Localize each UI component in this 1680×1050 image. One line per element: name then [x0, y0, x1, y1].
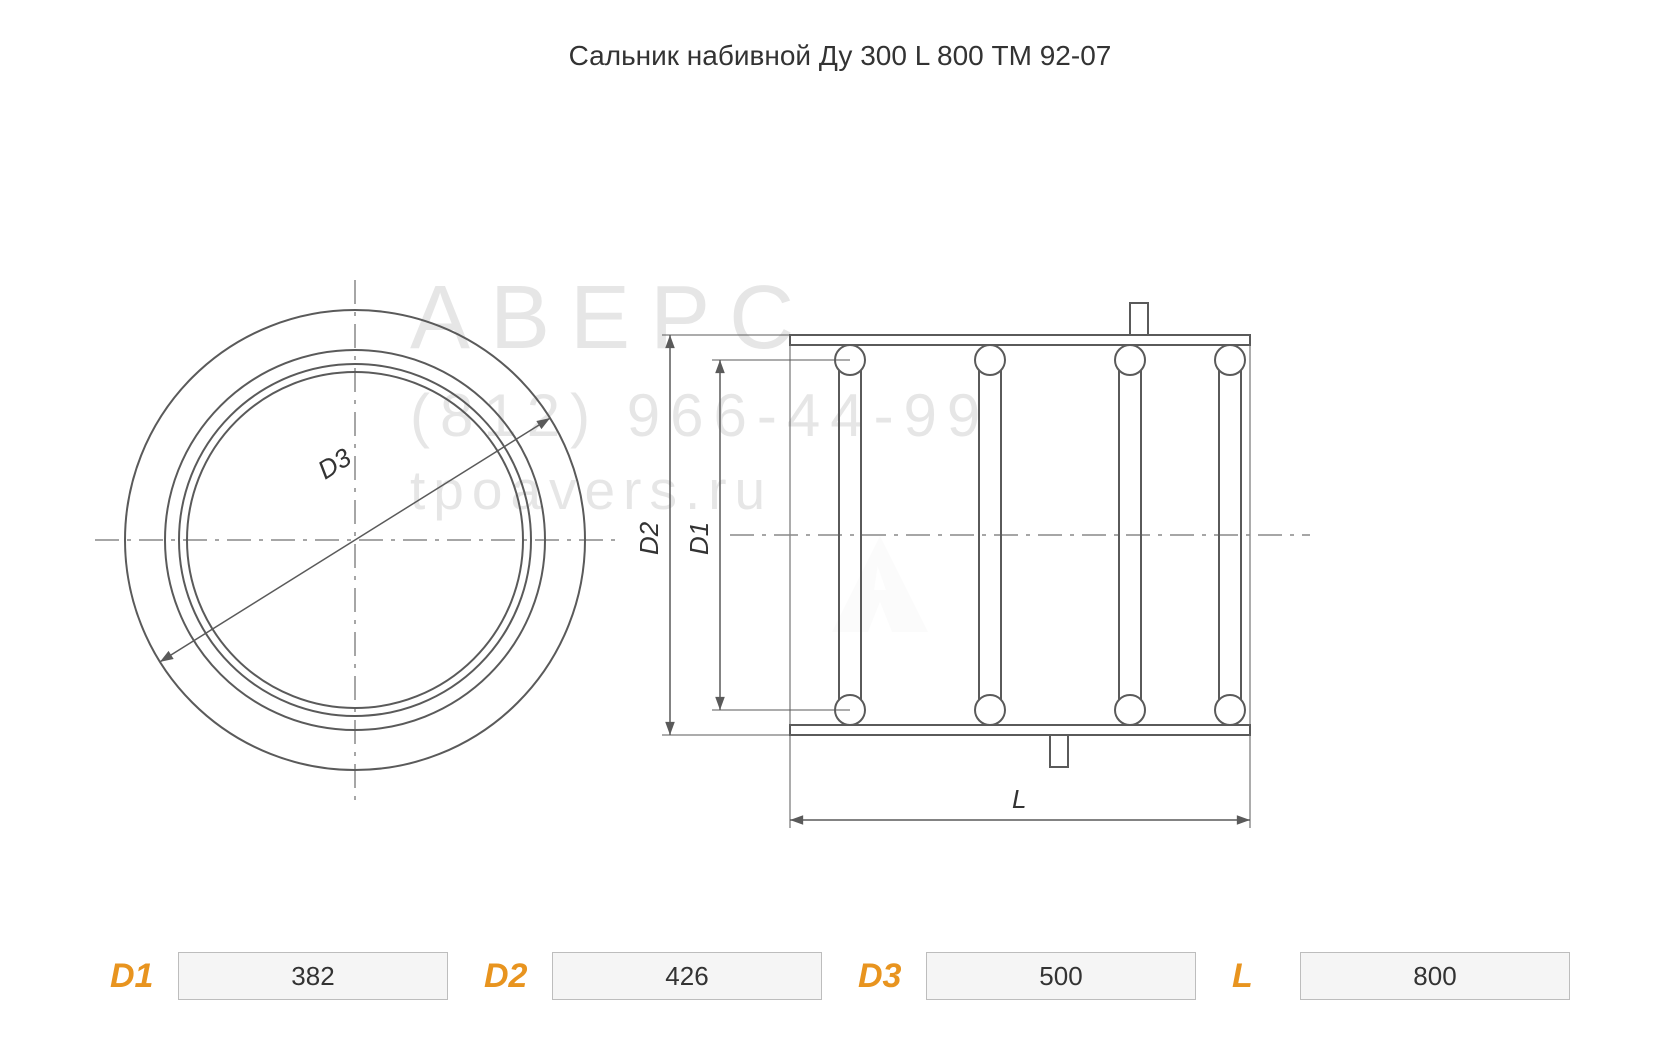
svg-text:D1: D1: [684, 522, 714, 555]
page-title: Сальник набивной Ду 300 L 800 ТМ 92-07: [0, 40, 1680, 72]
dim-label: D3: [858, 957, 912, 996]
dim-value: 800: [1300, 952, 1570, 1000]
dim-cell-d2: D2 426: [484, 952, 822, 1000]
engineering-drawing: D3 D2 D1 L: [0, 130, 1680, 850]
dim-label: D2: [484, 957, 538, 996]
svg-text:D3: D3: [312, 442, 357, 485]
dim-value: 426: [552, 952, 822, 1000]
svg-text:D2: D2: [634, 521, 664, 555]
dimension-table: D1 382 D2 426 D3 500 L 800: [110, 952, 1570, 1000]
dim-value: 500: [926, 952, 1196, 1000]
dim-value: 382: [178, 952, 448, 1000]
dim-cell-d1: D1 382: [110, 952, 448, 1000]
dim-cell-l: L 800: [1232, 952, 1570, 1000]
dim-cell-d3: D3 500: [858, 952, 1196, 1000]
svg-text:L: L: [1012, 784, 1026, 814]
dim-label: L: [1232, 957, 1286, 996]
dim-label: D1: [110, 957, 164, 996]
